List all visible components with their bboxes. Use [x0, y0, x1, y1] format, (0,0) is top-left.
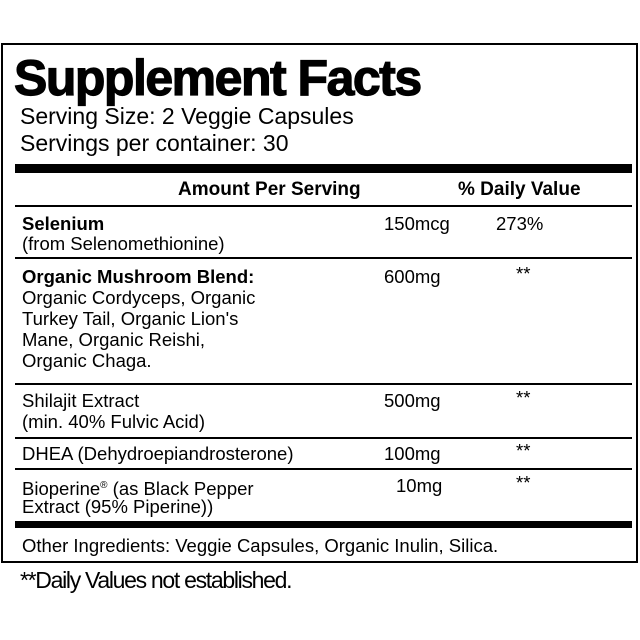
ingredient-amount: 600mg — [384, 266, 441, 287]
divider — [15, 437, 632, 439]
ingredient-dv: ** — [516, 472, 531, 493]
ingredient-detail: Extract (95% Piperine)) — [22, 496, 214, 517]
panel-title: Supplement Facts — [13, 49, 422, 106]
ingredient-name-text: Bioperine — [22, 478, 101, 500]
ingredient-detail: Organic Cordyceps, Organic — [22, 287, 256, 308]
footnote: **Daily Values not established. — [20, 567, 293, 593]
ingredient-name: Selenium — [22, 213, 105, 234]
divider — [15, 383, 632, 385]
ingredient-dv: ** — [516, 387, 531, 408]
ingredient-detail: Mane, Organic Reishi, — [22, 329, 206, 350]
divider — [15, 257, 632, 259]
ingredient-dv: ** — [516, 440, 531, 461]
ingredient-name: Shilajit Extract — [22, 390, 140, 411]
ingredient-name-rest: (as Black Pepper — [107, 478, 254, 500]
serving-size: Serving Size: 2 Veggie Capsules — [20, 103, 354, 129]
ingredient-amount: 100mg — [384, 443, 441, 464]
amount-header: Amount Per Serving — [178, 179, 361, 200]
divider — [15, 468, 632, 470]
ingredient-detail: Organic Chaga. — [22, 350, 152, 371]
ingredient-dv: ** — [516, 263, 531, 284]
ingredient-detail: Turkey Tail, Organic Lion's — [22, 308, 239, 329]
daily-value-header: % Daily Value — [458, 179, 581, 200]
supplement-facts-panel — [1, 43, 638, 563]
ingredient-name: DHEA (Dehydroepiandrosterone) — [22, 443, 294, 464]
thick-divider — [15, 164, 632, 173]
ingredient-dv: 273% — [496, 213, 544, 234]
other-ingredients: Other Ingredients: Veggie Capsules, Orga… — [22, 535, 499, 556]
ingredient-amount: 500mg — [384, 390, 441, 411]
thick-divider — [15, 521, 632, 528]
divider — [15, 205, 632, 207]
ingredient-amount: 10mg — [396, 475, 443, 496]
ingredient-detail: (from Selenomethionine) — [22, 233, 225, 254]
ingredient-amount: 150mcg — [384, 213, 450, 234]
ingredient-name: Organic Mushroom Blend: — [22, 266, 255, 287]
servings-per-container: Servings per container: 30 — [20, 130, 289, 156]
registered-mark: ® — [100, 480, 108, 491]
ingredient-detail: (min. 40% Fulvic Acid) — [22, 411, 205, 432]
ingredient-name: Bioperine® (as Black Pepper — [22, 475, 254, 499]
